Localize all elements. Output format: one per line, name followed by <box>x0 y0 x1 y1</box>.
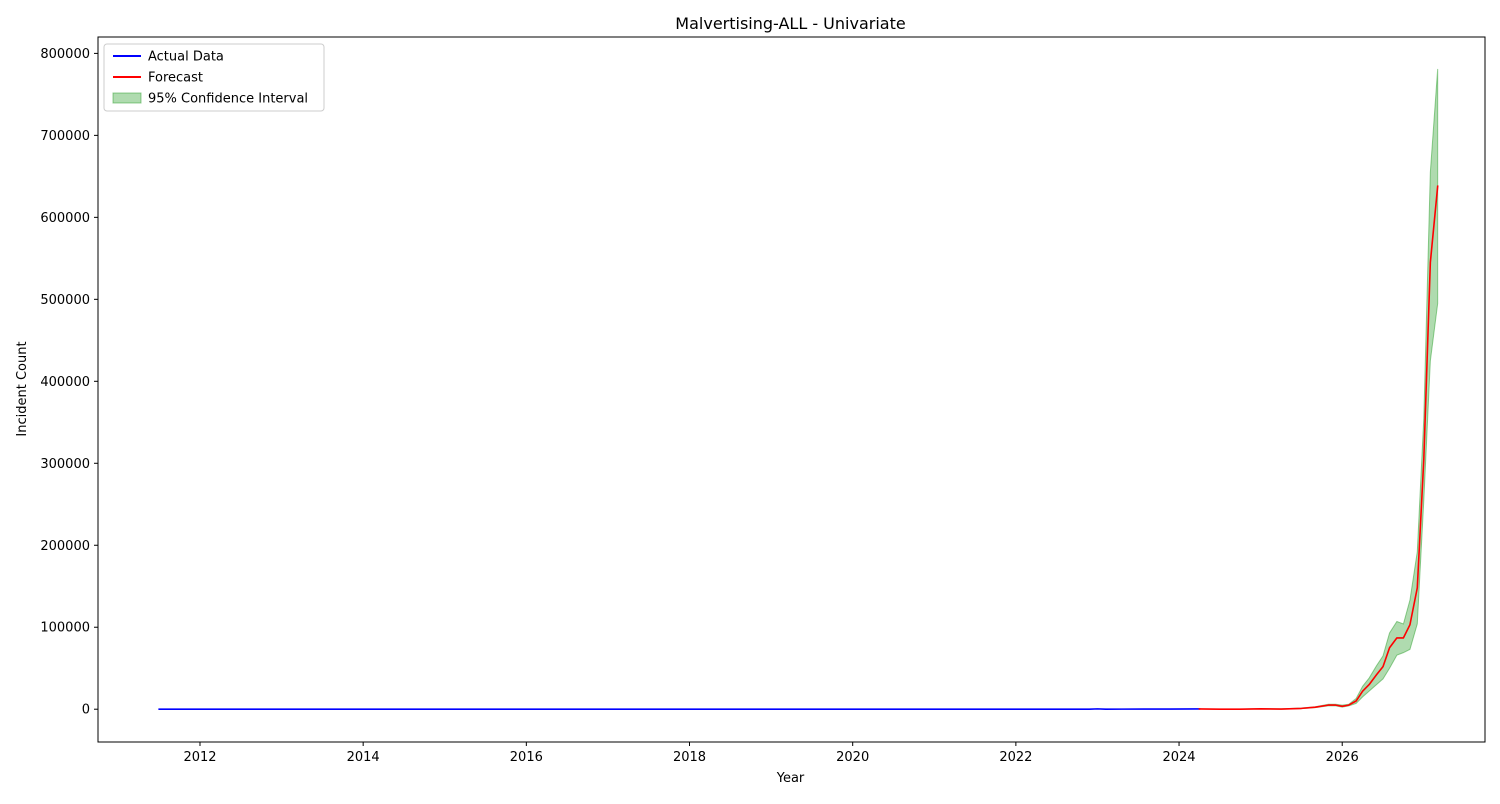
y-axis-title: Incident Count <box>15 341 30 436</box>
legend-swatch-95-confidence-interval <box>113 93 141 103</box>
legend-label-95-confidence-interval: 95% Confidence Interval <box>148 92 308 107</box>
x-tick-label: 2020 <box>836 750 869 765</box>
y-tick-label: 500000 <box>40 293 90 308</box>
x-tick-label: 2026 <box>1326 750 1359 765</box>
y-tick-label: 200000 <box>40 539 90 554</box>
x-tick-label: 2022 <box>999 750 1032 765</box>
y-tick-label: 300000 <box>40 457 90 472</box>
y-tick-label: 600000 <box>40 211 90 226</box>
x-tick-label: 2014 <box>347 750 380 765</box>
legend: Actual Data Forecast 95% Confidence Interv… <box>104 44 324 111</box>
x-tick-label: 2024 <box>1162 750 1195 765</box>
y-tick-label: 100000 <box>40 621 90 636</box>
y-tick-label: 800000 <box>40 47 90 62</box>
y-tick-label: 0 <box>82 703 90 718</box>
legend-label-forecast: Forecast <box>148 71 203 86</box>
y-tick-label: 400000 <box>40 375 90 390</box>
chart-title: Malvertising-ALL - Univariate <box>675 14 905 33</box>
x-tick-label: 2018 <box>673 750 706 765</box>
x-tick-label: 2012 <box>183 750 216 765</box>
y-tick-label: 700000 <box>40 129 90 144</box>
x-axis-title: Year <box>776 771 805 786</box>
x-tick-label: 2016 <box>510 750 543 765</box>
legend-label-actual-data: Actual Data <box>148 50 224 65</box>
